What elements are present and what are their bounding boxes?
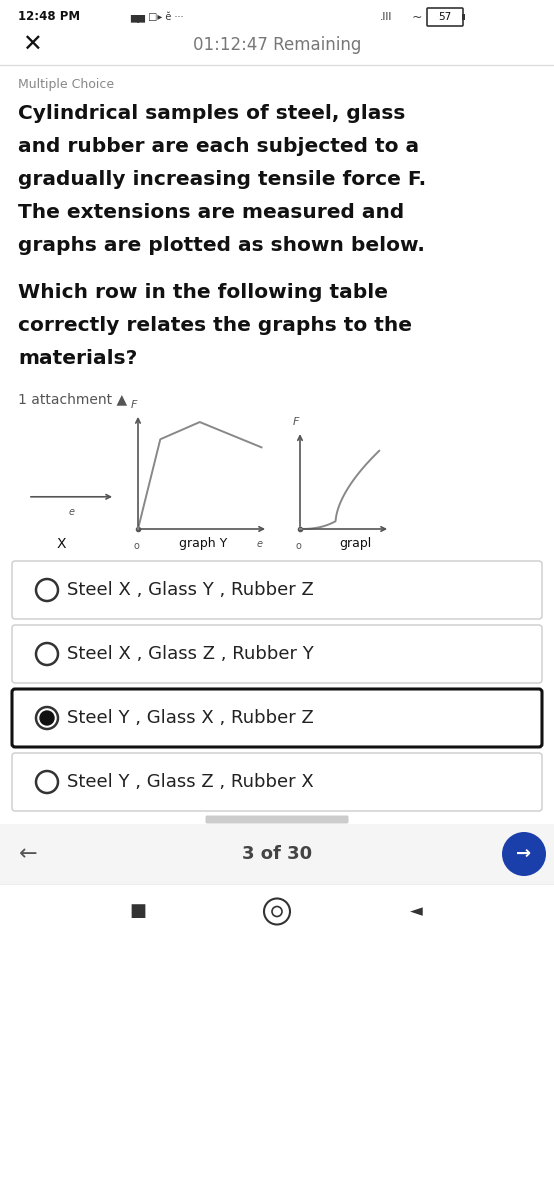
Text: o: o <box>133 541 139 551</box>
Text: ■: ■ <box>130 902 146 920</box>
Text: ▆▆ □▸ ĕ ···: ▆▆ □▸ ĕ ··· <box>130 12 183 23</box>
Text: materials?: materials? <box>18 349 137 368</box>
Text: graphs are plotted as shown below.: graphs are plotted as shown below. <box>18 236 425 254</box>
Text: ←: ← <box>19 844 37 864</box>
Circle shape <box>40 710 54 725</box>
Text: Steel Y , Glass X , Rubber Z: Steel Y , Glass X , Rubber Z <box>67 709 314 727</box>
Text: ~: ~ <box>412 11 423 24</box>
Text: ✕: ✕ <box>22 32 42 56</box>
Text: 01:12:47 Remaining: 01:12:47 Remaining <box>193 36 361 54</box>
Text: correctly relates the graphs to the: correctly relates the graphs to the <box>18 316 412 335</box>
Text: The extensions are measured and: The extensions are measured and <box>18 203 404 222</box>
Text: gradually increasing tensile force F.: gradually increasing tensile force F. <box>18 170 426 188</box>
Text: Steel Y , Glass Z , Rubber X: Steel Y , Glass Z , Rubber X <box>67 773 314 791</box>
Text: F: F <box>131 400 137 410</box>
FancyBboxPatch shape <box>12 560 542 619</box>
Text: grapl: grapl <box>339 538 371 550</box>
Text: →: → <box>516 845 531 863</box>
Text: 57: 57 <box>438 12 452 22</box>
Text: Steel X , Glass Y , Rubber Z: Steel X , Glass Y , Rubber Z <box>67 581 314 599</box>
FancyBboxPatch shape <box>0 884 554 938</box>
FancyBboxPatch shape <box>0 824 554 884</box>
Text: Multiple Choice: Multiple Choice <box>18 78 114 91</box>
Text: F: F <box>293 418 299 427</box>
Text: .lll: .lll <box>380 12 392 22</box>
Text: and rubber are each subjected to a: and rubber are each subjected to a <box>18 137 419 156</box>
Text: e: e <box>257 539 263 550</box>
Text: graph Y: graph Y <box>179 538 227 550</box>
FancyBboxPatch shape <box>12 754 542 811</box>
FancyBboxPatch shape <box>206 816 348 823</box>
Text: Which row in the following table: Which row in the following table <box>18 283 388 302</box>
Text: o: o <box>295 541 301 551</box>
Text: 1 attachment ▲: 1 attachment ▲ <box>18 392 127 406</box>
FancyBboxPatch shape <box>12 625 542 683</box>
FancyBboxPatch shape <box>427 8 463 26</box>
Text: Steel X , Glass Z , Rubber Y: Steel X , Glass Z , Rubber Y <box>67 646 314 662</box>
FancyBboxPatch shape <box>12 689 542 746</box>
Text: 12:48 PM: 12:48 PM <box>18 11 80 24</box>
Text: Cylindrical samples of steel, glass: Cylindrical samples of steel, glass <box>18 104 406 122</box>
Text: 3 of 30: 3 of 30 <box>242 845 312 863</box>
Text: ◄: ◄ <box>409 902 422 920</box>
Text: X: X <box>57 538 66 551</box>
Text: e: e <box>69 506 74 517</box>
FancyBboxPatch shape <box>462 14 465 20</box>
Circle shape <box>502 832 546 876</box>
